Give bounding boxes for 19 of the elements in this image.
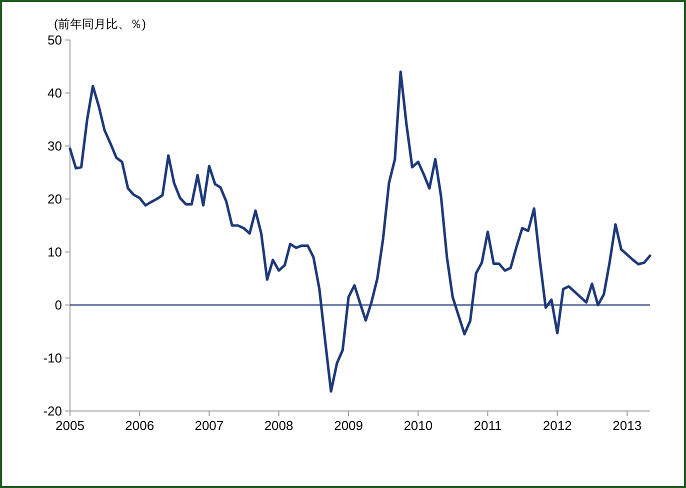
x-tick-label: 2006 <box>125 418 154 433</box>
x-tick-label: 2012 <box>542 418 572 433</box>
y-tick-label: 40 <box>48 86 62 101</box>
x-tick-label: 2007 <box>194 418 224 433</box>
y-tick-label: 50 <box>48 32 62 48</box>
y-tick-label: 30 <box>48 138 62 154</box>
x-tick-label: 2005 <box>56 418 84 433</box>
y-tick-label: 0 <box>54 298 62 313</box>
y-tick-label: 20 <box>48 192 62 207</box>
y-tick-label: -20 <box>43 404 62 419</box>
line-series <box>68 70 652 393</box>
x-tick-label: 2009 <box>334 418 364 433</box>
y-tick-label: -10 <box>43 350 62 366</box>
x-tick-label: 2013 <box>612 418 642 433</box>
y-tick-label: 10 <box>48 244 62 260</box>
x-tick-label: 2008 <box>264 418 294 433</box>
y-axis-title: (前年同月比、％) <box>54 17 146 31</box>
x-tick-label: 2011 <box>474 418 502 433</box>
x-tick-label: 2010 <box>404 418 433 433</box>
